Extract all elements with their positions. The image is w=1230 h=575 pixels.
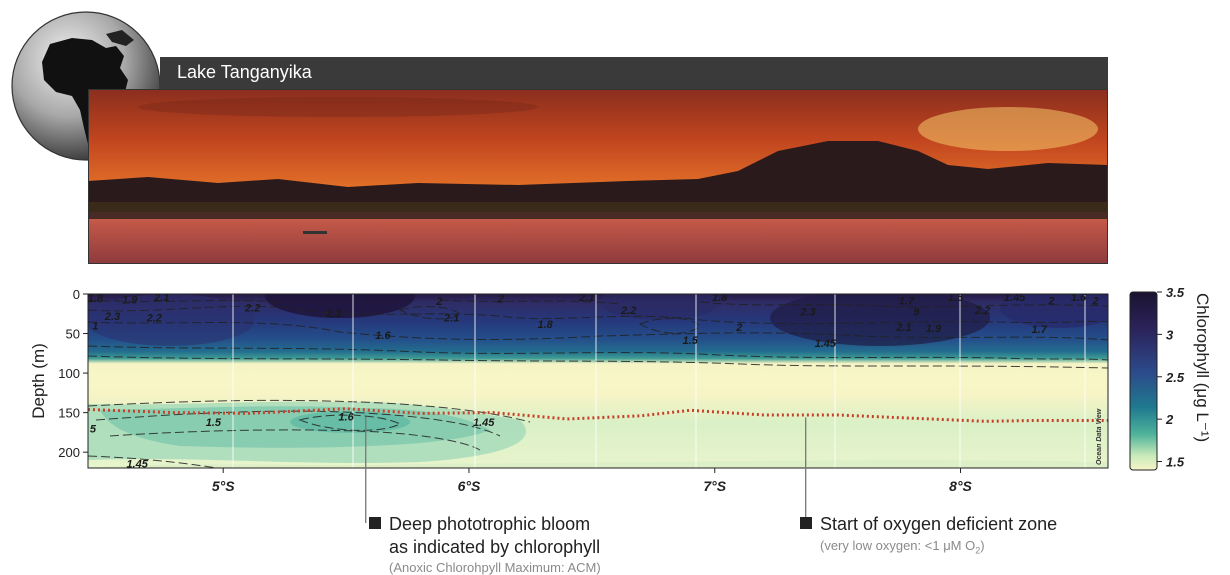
- contour-label: 2.2: [244, 302, 260, 314]
- colorbar-tick-label: 1.5: [1166, 455, 1185, 470]
- legend-square-icon: [369, 517, 381, 529]
- y-tick-label: 0: [73, 287, 80, 302]
- contour-label: 1.8: [712, 292, 728, 304]
- y-tick-label: 200: [58, 445, 80, 460]
- banner-title: Lake Tanganyika: [177, 62, 312, 82]
- legend-square-icon: [800, 517, 812, 529]
- contour-label: 1: [92, 321, 98, 333]
- contour-label: 1.45: [815, 338, 837, 350]
- contour-label: 9: [913, 306, 920, 318]
- colorbar-tick-label: 3.5: [1166, 285, 1185, 300]
- annotation-pointers: [365, 416, 807, 523]
- contour-label: 2.3: [799, 306, 815, 318]
- plot-area: 1.8 1.9 2.12.3 2.22.22 2 2.12.21.82.3 2.11.81.…: [88, 292, 1108, 470]
- contour-label: 2: [735, 322, 742, 334]
- colorbar: [1129, 291, 1158, 471]
- contour-label: 1.45: [126, 458, 148, 470]
- colorbar-ticks: 1.5 2 2.5 3 3.5: [1157, 285, 1185, 470]
- contour-label: 1.5: [206, 417, 222, 429]
- annotation-oxygen-line1: Start of oxygen deficient zone: [820, 514, 1058, 534]
- contour-label: 2.3: [325, 308, 341, 320]
- contour-label: 1.8: [88, 293, 104, 305]
- annotation-acm: Deep phototrophic bloom as indicated by …: [369, 513, 600, 559]
- annotation-oxygen-sub: (very low oxygen: <1 μM O2): [820, 538, 985, 556]
- contour-label: 1.6: [1071, 292, 1087, 304]
- annotation-acm-line2: as indicated by chlorophyll: [389, 537, 601, 557]
- contour-label: 2: [1047, 295, 1054, 307]
- contour-label: 1.7: [899, 295, 915, 307]
- contour-label: 1.6: [375, 330, 391, 342]
- x-tick-label: 6°S: [458, 478, 481, 494]
- colorbar-tick-label: 2: [1165, 412, 1174, 427]
- contour-label: 2: [1092, 295, 1099, 307]
- y-axis-ticks: 0 50 100 150 200: [58, 287, 88, 460]
- annotation-acm-sub: (Anoxic Chlorohpyll Maximum: ACM): [389, 560, 601, 575]
- contour-label: 2.1: [895, 322, 911, 334]
- colorbar-tick-label: 2.5: [1165, 370, 1185, 385]
- contour-label: 1.5: [683, 335, 699, 347]
- contour-labels: 1.8 1.9 2.12.3 2.22.22 2 2.12.21.82.3 2.11.81.…: [88, 292, 1099, 470]
- contour-label: 1.7: [1032, 324, 1048, 336]
- contour-label: 1.45: [1004, 292, 1026, 304]
- contour-label: 1.45: [473, 417, 495, 429]
- contour-label: 2.2: [620, 305, 636, 317]
- x-tick-label: 5°S: [212, 478, 235, 494]
- y-axis-label: Depth (m): [29, 343, 48, 419]
- lake-sunset-photo: [88, 89, 1108, 264]
- y-tick-label: 150: [58, 406, 80, 421]
- chlorophyll-section-chart: 1.8 1.9 2.12.3 2.22.22 2 2.12.21.82.3 2.11.81.…: [29, 285, 1185, 523]
- contour-label: 1.9: [122, 295, 138, 307]
- contour-label: 2: [435, 296, 442, 308]
- x-axis-ticks: 5°S 6°S 7°S 8°S: [212, 468, 973, 494]
- contour-label: 2.1: [443, 313, 459, 325]
- colorbar-tick-label: 3: [1166, 327, 1174, 342]
- y-tick-label: 50: [66, 327, 80, 342]
- contour-label: 1.9: [926, 323, 942, 335]
- y-tick-label: 100: [58, 366, 80, 381]
- x-tick-label: 7°S: [703, 478, 726, 494]
- contour-label: 1.6: [338, 412, 354, 424]
- contour-label: 1.8: [538, 319, 554, 331]
- contour-label: 2.3: [104, 311, 120, 323]
- colorbar-label: Chlorophyll (μg L⁻¹): [1193, 293, 1212, 443]
- contour-label: 5: [90, 423, 97, 435]
- contour-label: 2.1: [578, 292, 594, 304]
- x-tick-label: 8°S: [949, 478, 972, 494]
- title-banner: [160, 57, 1108, 89]
- ocean-data-view-watermark: Ocean Data View: [1096, 408, 1103, 465]
- annotation-oxygen: Start of oxygen deficient zone: [800, 513, 1057, 536]
- annotation-acm-line1: Deep phototrophic bloom: [389, 514, 591, 534]
- contour-label: 2.2: [974, 305, 990, 317]
- contour-label: 2: [497, 294, 504, 306]
- contour-label: 2.2: [146, 313, 162, 325]
- contour-label: 1.5: [948, 292, 964, 304]
- contour-label: 2.1: [153, 292, 169, 304]
